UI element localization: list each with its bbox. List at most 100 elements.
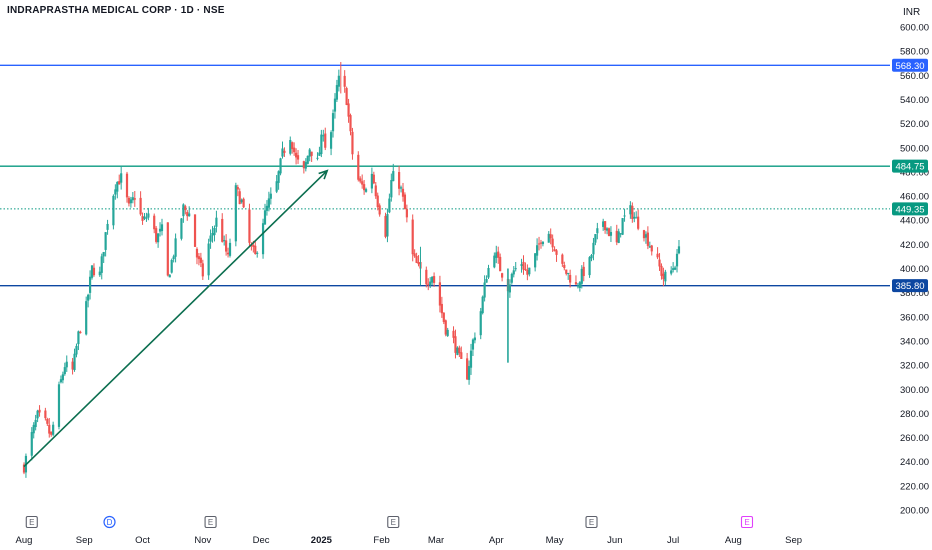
candle-body: [374, 185, 377, 197]
event-letter: E: [589, 518, 594, 527]
candle-body: [473, 337, 476, 341]
candle-body: [479, 311, 482, 336]
candle-body: [279, 158, 282, 174]
y-tick-label: 260.00: [900, 433, 929, 444]
candle-body: [316, 157, 319, 159]
candle-body: [370, 173, 373, 189]
trendline-arrow: [318, 169, 329, 180]
price-level-badge: [892, 58, 928, 72]
candle-body: [329, 132, 333, 149]
candle-body: [485, 279, 488, 283]
candle-body: [460, 352, 463, 359]
candle-body: [225, 240, 228, 252]
price-level-value: 484.75: [895, 162, 924, 173]
candle-body: [125, 173, 129, 198]
candle-body: [267, 198, 270, 208]
y-tick-label: 220.00: [900, 481, 929, 492]
candle-body: [607, 228, 611, 237]
candle-body: [32, 424, 35, 434]
candle-body: [411, 219, 414, 255]
candle-body: [75, 345, 78, 355]
candle-body: [399, 187, 403, 189]
candle-body: [153, 215, 156, 230]
event-letter: E: [391, 518, 396, 527]
price-level-value: 385.80: [895, 281, 924, 292]
candle-body: [495, 252, 498, 258]
candle-body: [333, 98, 337, 112]
price-level-badge: [892, 279, 928, 293]
candle-body: [357, 154, 360, 180]
candle-body: [104, 232, 107, 250]
candle-body: [343, 75, 346, 87]
candle-body: [398, 172, 401, 189]
candle-body: [71, 361, 74, 370]
candle-body: [359, 178, 362, 182]
candle-body: [209, 235, 212, 242]
candle-body: [537, 243, 541, 245]
candle-body: [364, 189, 368, 192]
candle-body: [553, 249, 556, 252]
candle-body: [118, 181, 121, 185]
candle-body: [79, 331, 82, 334]
candle-body: [401, 188, 405, 197]
candle-body: [580, 268, 583, 284]
candle-body: [308, 149, 311, 157]
candle-body: [664, 271, 667, 282]
y-tick-label: 300.00: [900, 385, 929, 396]
candle-body: [65, 361, 68, 368]
candle-body: [469, 350, 473, 368]
y-tick-label: 400.00: [900, 264, 929, 275]
y-tick-label: 480.00: [900, 167, 929, 178]
candle-body: [388, 198, 391, 213]
candle-body: [61, 374, 64, 381]
candle-body: [180, 218, 183, 239]
candle-body: [213, 227, 216, 236]
candle-body: [294, 152, 298, 158]
candle-body: [648, 246, 651, 248]
candle-body: [98, 271, 101, 276]
candle-body: [261, 223, 265, 255]
candle-body: [390, 180, 393, 198]
x-tick-label: Oct: [135, 535, 150, 546]
candle-body: [215, 217, 218, 227]
y-tick-label: 460.00: [900, 192, 929, 203]
candle-body: [403, 194, 407, 210]
event-letter: E: [744, 518, 749, 527]
candle-body: [223, 240, 226, 242]
earnings-marker: [387, 515, 400, 529]
candle-body: [102, 251, 105, 257]
candle-body: [291, 142, 294, 150]
candle-body: [283, 150, 286, 153]
candle-body: [646, 232, 649, 246]
candle-body: [240, 199, 243, 203]
candle-body: [499, 256, 502, 272]
candle-body: [252, 245, 255, 247]
candle-body: [254, 245, 257, 254]
candle-body: [481, 296, 484, 314]
candle-body: [238, 191, 241, 205]
candle-body: [170, 259, 173, 273]
candle-body: [318, 152, 321, 156]
y-tick-label: 520.00: [900, 119, 929, 130]
candle-body: [207, 243, 210, 276]
candle-body: [588, 257, 591, 276]
candle-body: [34, 419, 37, 428]
candle-body: [384, 215, 387, 237]
candle-body: [184, 206, 187, 211]
candle-body: [487, 267, 490, 278]
candle-body: [221, 218, 224, 242]
candle-body: [417, 262, 420, 265]
candle-body: [52, 424, 55, 435]
candle-body: [77, 331, 80, 345]
candle-body: [623, 215, 626, 217]
candle-body: [129, 199, 132, 204]
y-tick-label: 240.00: [900, 457, 929, 468]
candle-body: [438, 282, 442, 306]
candle-body: [456, 347, 459, 355]
candle-body: [242, 198, 245, 208]
candle-body: [565, 269, 568, 274]
event-letter: E: [29, 518, 34, 527]
candle-body: [512, 270, 515, 275]
candle-body: [539, 242, 543, 244]
